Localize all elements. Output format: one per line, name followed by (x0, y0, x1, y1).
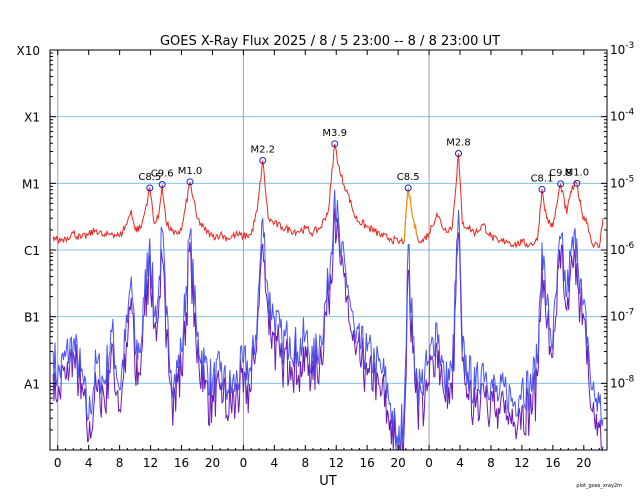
flare-marker (573, 179, 581, 187)
y-right-label-1e-3: 10-3 (610, 41, 634, 57)
y-left-label-X1: X1 (24, 111, 40, 125)
flare-marker (538, 185, 546, 193)
flare-marker (404, 184, 412, 192)
y-right-label-1e-5: 10-5 (610, 174, 634, 190)
footer-note: plot_goes_xray2m (576, 483, 622, 489)
flare-label: M1.0 (565, 167, 590, 178)
x-axis-tick-labels: 0 4 8 12 16 20 0 4 8 12 16 20 0 4 8 12 16 20 (54, 456, 592, 470)
y-left-label-C1: C1 (24, 244, 40, 258)
series-long-highlight (403, 187, 418, 241)
y-right-label-1e-8: 10-8 (610, 374, 635, 390)
flare-label: C9.6 (151, 169, 174, 180)
series-long-line (52, 143, 604, 249)
flare-marker (186, 178, 194, 186)
x-tick-label: 8 (116, 456, 124, 470)
x-tick-label: 8 (487, 456, 495, 470)
y-left-label-M1: M1 (22, 177, 40, 191)
x-tick-label: 12 (514, 456, 529, 470)
flare-marker (259, 157, 267, 165)
flare-label: M2.8 (446, 138, 471, 149)
flare-label: M1.0 (178, 166, 203, 177)
flare-marker (158, 181, 166, 189)
flare-label: M2.2 (250, 145, 275, 156)
flare-marker (557, 180, 565, 188)
x-tick-label: 12 (143, 456, 158, 470)
x-axis-label: UT (319, 474, 337, 489)
flare-marker (146, 184, 154, 192)
y-right-label-1e-7: 10-7 (610, 308, 634, 324)
x-tick-label: 16 (174, 456, 189, 470)
flare-label: C8.5 (397, 172, 420, 183)
y-axis-right-labels: 10-3 10-4 10-5 10-6 10-7 10-8 (610, 41, 635, 390)
y-right-label-1e-4: 10-4 (610, 108, 635, 124)
axis-ticks (49, 50, 608, 451)
x-tick-label: 4 (85, 456, 93, 470)
chart-title: GOES X-Ray Flux 2025 / 8 / 5 23:00 -- 8 … (160, 34, 500, 49)
y-left-label-X10: X10 (17, 44, 41, 58)
x-tick-label: 8 (301, 456, 309, 470)
x-tick-label: 4 (456, 456, 464, 470)
x-tick-label: 0 (240, 456, 248, 470)
series-short-low-line (52, 207, 604, 452)
flare-label: C8.5 (138, 172, 161, 183)
y-axis-left-labels: X10 X1 M1 C1 B1 A1 (17, 44, 41, 391)
flare-marker (454, 150, 462, 158)
flare-label: C9.8 (549, 168, 572, 179)
flare-annotations: C8.5C9.6 M1.0M2.2M3.9C8.5M2.8C8.1C9.8M1.0 (138, 128, 589, 193)
flare-label: M3.9 (322, 128, 347, 139)
series-short-line (52, 189, 604, 451)
x-tick-label: 16 (360, 456, 375, 470)
y-left-label-B1: B1 (24, 311, 40, 325)
x-tick-label: 20 (576, 456, 591, 470)
flux-series (52, 143, 604, 452)
x-tick-label: 0 (54, 456, 62, 470)
x-tick-label: 20 (390, 456, 405, 470)
x-tick-label: 4 (271, 456, 279, 470)
flare-marker (331, 140, 339, 148)
y-right-label-1e-6: 10-6 (610, 241, 635, 257)
x-tick-label: 0 (425, 456, 433, 470)
y-left-label-A1: A1 (24, 377, 40, 391)
grid-lines (50, 116, 607, 384)
x-tick-label: 12 (329, 456, 344, 470)
flare-label: C8.1 (531, 173, 554, 184)
x-tick-label: 20 (205, 456, 220, 470)
x-tick-label: 16 (545, 456, 560, 470)
